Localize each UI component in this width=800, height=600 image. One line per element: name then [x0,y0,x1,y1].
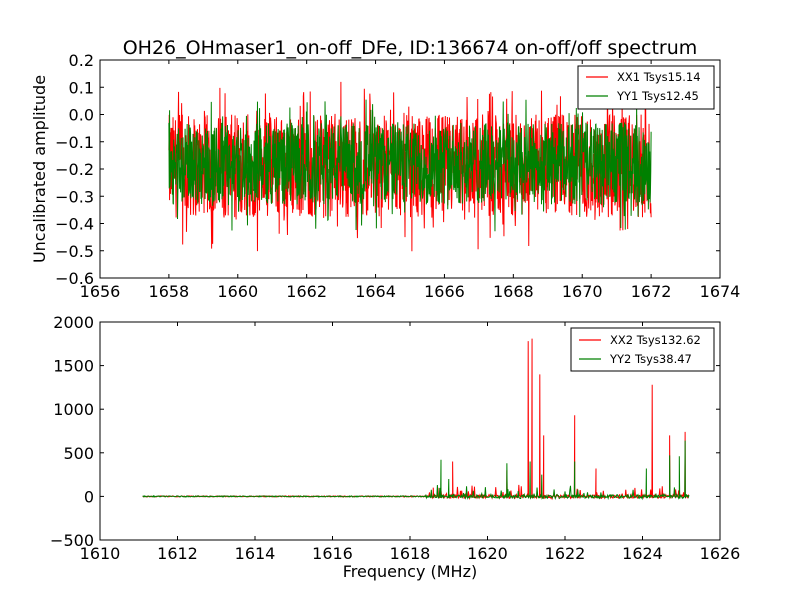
y-tick-label: 2000 [53,313,94,332]
y-tick-label: −0.5 [55,242,94,261]
y-tick-label: 0 [84,487,94,506]
bottom-chart-ticks: 1610 1612 1614 1616 1618 1620 1622 1624 1626 −500… [50,313,740,563]
x-tick-label: 1672 [631,282,672,301]
top-chart-legend: XX1 Tsys15.14 YY1 Tsys12.45 [577,65,715,110]
x-tick-label: 1616 [312,544,353,563]
top-legend-label-xx1: XX1 Tsys15.14 [617,70,701,84]
x-tick-label: 1666 [424,282,465,301]
top-chart-ylabel: Uncalibrated amplitude [30,75,49,263]
x-tick-label: 1662 [286,282,327,301]
x-tick-label: 1614 [235,544,276,563]
x-tick-label: 1626 [700,544,741,563]
y-tick-label: 1000 [53,400,94,419]
y-tick-label: 1500 [53,357,94,376]
x-tick-label: 1674 [700,282,741,301]
y-tick-label: −0.6 [55,269,94,288]
bottom-legend-box [570,327,715,372]
x-tick-label: 1670 [562,282,603,301]
y-tick-label: 0.1 [69,78,94,97]
bottom-chart-legend: XX2 Tsys132.62 YY2 Tsys38.47 [570,327,715,372]
x-tick-label: 1660 [217,282,258,301]
y-tick-label: −0.3 [55,187,94,206]
series-line-yy2 [142,440,690,501]
top-legend-label-yy1: YY1 Tsys12.45 [616,89,699,103]
y-tick-label: 0.2 [69,51,94,70]
top-chart-title: OH26_OHmaser1_on-off_DFe, ID:136674 on-o… [123,37,698,59]
bottom-legend-label-xx2: XX2 Tsys132.62 [610,333,701,347]
y-tick-label: 0.0 [69,106,94,125]
bottom-chart-plot: 1610 1612 1614 1616 1618 1620 1622 1624 1626 −500… [50,313,740,563]
bottom-chart-data [142,338,690,501]
x-tick-label: 1622 [545,544,586,563]
y-tick-label: −0.4 [55,215,94,234]
x-tick-label: 1624 [622,544,663,563]
bottom-chart-xlabel: Frequency (MHz) [343,562,477,581]
top-chart-ticks: 1656 1658 1660 1662 1664 1666 1668 1670 1672 1674… [55,51,740,301]
x-tick-label: 1656 [80,282,121,301]
series-line-xx1 [168,81,652,252]
series-line-yy1 [168,98,652,232]
top-legend-box [577,65,715,110]
x-tick-label: 1664 [355,282,396,301]
y-tick-label: −500 [50,531,94,550]
top-chart-plot: 1656 1658 1660 1662 1664 1666 1668 1670 1672 1674… [55,51,740,301]
x-tick-label: 1618 [390,544,431,563]
x-tick-label: 1668 [493,282,534,301]
x-tick-label: 1612 [157,544,198,563]
top-chart-data [168,81,652,252]
y-tick-label: 500 [63,444,94,463]
x-tick-label: 1620 [467,544,508,563]
bottom-legend-label-yy2: YY2 Tsys38.47 [609,352,692,366]
x-tick-label: 1610 [80,544,121,563]
y-tick-label: −0.2 [55,160,94,179]
y-tick-label: −0.1 [55,133,94,152]
x-tick-label: 1658 [149,282,190,301]
